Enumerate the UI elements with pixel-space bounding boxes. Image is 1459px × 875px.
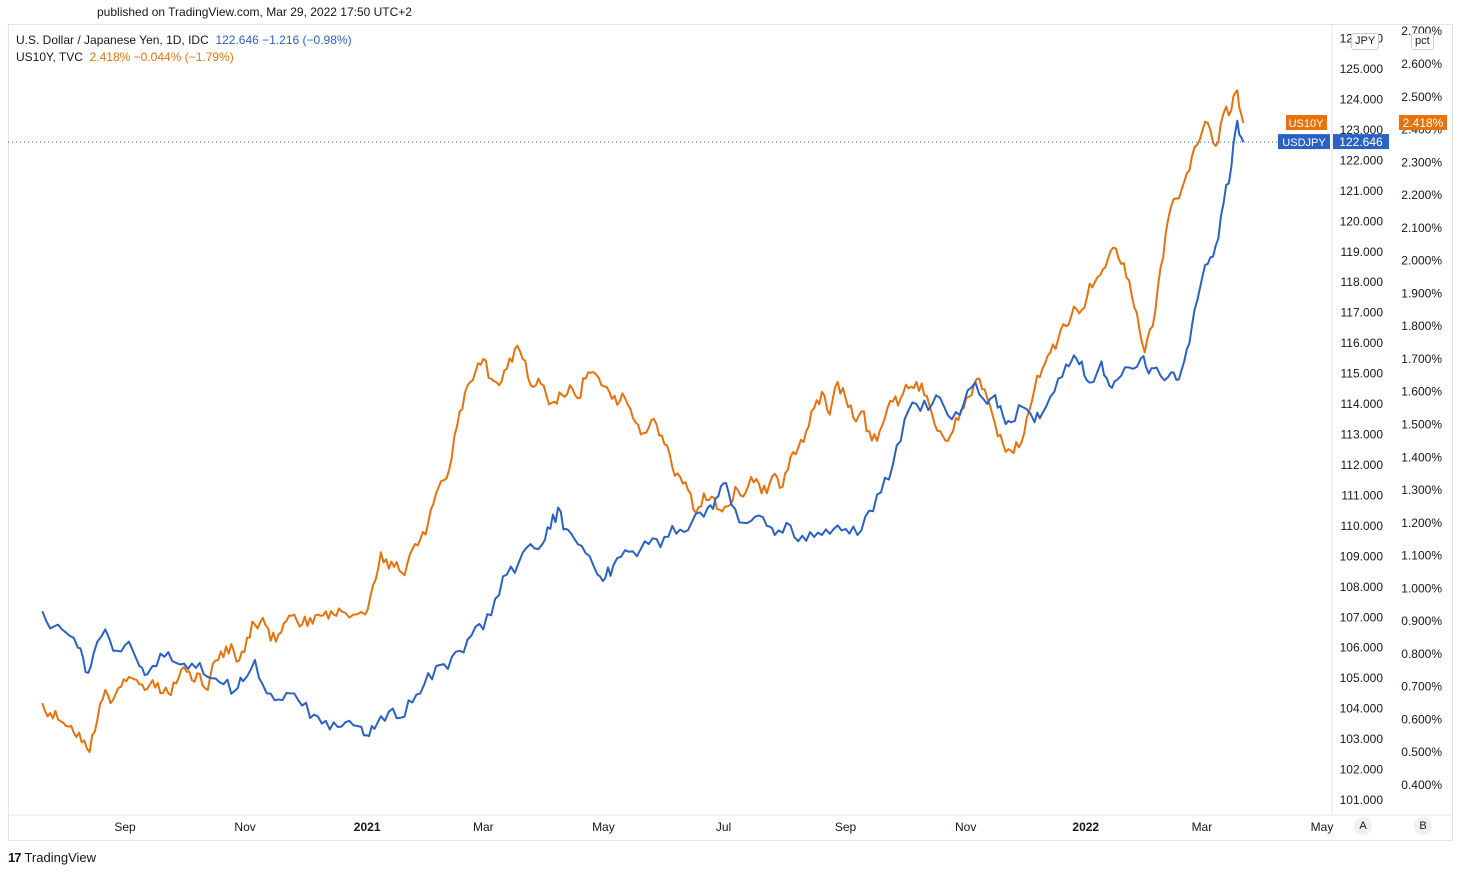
right-axis-tick-label: 1.600% xyxy=(1401,385,1442,399)
left-axis-tick-label: 111.000 xyxy=(1341,488,1383,502)
right-axis-tick-label: 2.100% xyxy=(1401,221,1442,235)
right-percent-axis: 0.400% 0.500% 0.600% 0.700% 0.800% 0.900% 1.00… xyxy=(1401,24,1442,792)
right-axis-tick-label: 2.600% xyxy=(1401,57,1442,71)
left-axis-tick-label: 103.000 xyxy=(1340,732,1384,746)
published-note: published on TradingView.com, Mar 29, 20… xyxy=(97,5,412,19)
left-axis-tick-label: 124.000 xyxy=(1340,92,1384,106)
right-axis-tick-label: 0.600% xyxy=(1401,712,1442,726)
right-axis-tick-label: 1.900% xyxy=(1401,286,1442,300)
us10y-name-tag: US10Y xyxy=(1289,118,1325,130)
time-axis-tick-label: Nov xyxy=(955,820,976,834)
right-axis-tick-label: 1.700% xyxy=(1401,352,1442,366)
auto-scale-button-b[interactable]: B xyxy=(1414,817,1432,835)
left-axis-tick-label: 114.000 xyxy=(1341,397,1384,411)
left-axis-tick-label: 119.000 xyxy=(1341,245,1384,259)
left-price-axis: 101.000 102.000 103.000 104.000 105.000 106.0… xyxy=(1340,32,1384,807)
right-axis-tick-label: 2.000% xyxy=(1401,254,1442,268)
right-axis-tick-label: 2.200% xyxy=(1401,188,1442,202)
time-axis: Sep Nov 2021 Mar May Jul Sep Nov 2022 Mar May xyxy=(114,820,1333,834)
usdjpy-series-line xyxy=(41,119,1245,737)
usdjpy-last-value-bg xyxy=(1333,134,1389,150)
right-axis-tick-label: 2.300% xyxy=(1401,155,1442,169)
time-axis-tick-label: 2021 xyxy=(354,820,381,834)
tradingview-brand: TradingView xyxy=(24,850,97,865)
left-axis-tick-label: 121.000 xyxy=(1340,184,1384,198)
time-axis-tick-label: 2022 xyxy=(1072,820,1099,834)
series-labels: US10Y USDJPY 122.646 2.418% xyxy=(1278,114,1447,150)
left-axis-tick-label: 104.000 xyxy=(1340,702,1384,716)
us10y-last-value: 2.418% xyxy=(1403,116,1444,130)
right-axis-tick-label: 1.800% xyxy=(1401,319,1442,333)
left-axis-tick-label: 107.000 xyxy=(1340,610,1384,624)
us10y-name-tag-bg xyxy=(1286,114,1327,130)
legend-us10y[interactable]: US10Y, TVC 2.418% −0.044% (−1.79%) xyxy=(16,50,234,64)
right-axis-tick-label: 0.500% xyxy=(1401,745,1442,759)
right-axis-tick-label: 0.700% xyxy=(1401,680,1442,694)
time-axis-tick-label: Sep xyxy=(114,820,136,834)
series-layer xyxy=(41,89,1245,754)
right-axis-tick-label: 2.500% xyxy=(1401,90,1442,104)
time-axis-tick-label: Sep xyxy=(835,820,857,834)
legend-usdjpy[interactable]: U.S. Dollar / Japanese Yen, 1D, IDC 122.… xyxy=(16,33,352,47)
left-axis-tick-label: 123.000 xyxy=(1340,123,1384,137)
right-axis-tick-label: 0.900% xyxy=(1401,614,1442,628)
left-axis-tick-label: 115.000 xyxy=(1341,367,1384,381)
left-axis-tick-label: 117.000 xyxy=(1341,306,1384,320)
left-axis-tick-label: 110.000 xyxy=(1341,519,1384,533)
tradingview-logo[interactable]: 17 TradingView xyxy=(8,850,96,865)
pct-scale-toggle[interactable]: pct xyxy=(1411,33,1434,50)
left-axis-tick-label: 105.000 xyxy=(1340,671,1384,685)
right-axis-tick-label: 1.400% xyxy=(1401,450,1442,464)
chart-frame xyxy=(8,24,1453,841)
legend-us10y-label: US10Y, TVC xyxy=(16,50,83,64)
left-axis-tick-label: 108.000 xyxy=(1340,580,1384,594)
right-axis-tick-label: 1.100% xyxy=(1401,549,1442,563)
time-axis-tick-label: Nov xyxy=(234,820,255,834)
legend-usdjpy-values: 122.646 −1.216 (−0.98%) xyxy=(215,33,352,47)
right-axis-tick-label: 1.500% xyxy=(1401,418,1442,432)
left-axis-tick-label: 113.000 xyxy=(1341,428,1384,442)
time-axis-tick-label: Mar xyxy=(473,820,494,834)
time-axis-tick-label: Jul xyxy=(716,820,731,834)
left-axis-tick-label: 102.000 xyxy=(1340,763,1384,777)
right-axis-tick-label: 1.300% xyxy=(1401,483,1442,497)
left-axis-tick-label: 118.000 xyxy=(1341,275,1384,289)
usdjpy-last-value: 122.646 xyxy=(1339,135,1383,149)
right-axis-tick-label: 0.800% xyxy=(1401,647,1442,661)
left-axis-tick-label: 120.000 xyxy=(1340,214,1384,228)
usdjpy-name-tag-bg xyxy=(1278,134,1330,150)
left-axis-tick-label: 122.000 xyxy=(1340,153,1384,167)
tradingview-logo-icon: 17 xyxy=(8,850,22,865)
left-axis-tick-label: 106.000 xyxy=(1340,641,1384,655)
left-axis-tick-label: 109.000 xyxy=(1340,549,1384,563)
left-axis-tick-label: 112.000 xyxy=(1341,458,1384,472)
right-axis-tick-label: 1.000% xyxy=(1401,581,1442,595)
left-axis-tick-label: 101.000 xyxy=(1340,793,1384,807)
time-axis-tick-label: Mar xyxy=(1192,820,1213,834)
us10y-series-line xyxy=(41,89,1245,754)
legend-usdjpy-label: U.S. Dollar / Japanese Yen, 1D, IDC xyxy=(16,33,209,47)
time-axis-tick-label: May xyxy=(1311,820,1334,834)
auto-scale-button-a[interactable]: A xyxy=(1354,817,1372,835)
usdjpy-name-tag: USDJPY xyxy=(1282,137,1326,149)
left-axis-tick-label: 125.000 xyxy=(1340,62,1384,76)
jpy-scale-toggle[interactable]: JPY xyxy=(1351,33,1380,50)
right-axis-tick-label: 1.200% xyxy=(1401,516,1442,530)
us10y-last-value-bg xyxy=(1399,114,1447,130)
time-axis-tick-label: May xyxy=(592,820,615,834)
left-axis-tick-label: 116.000 xyxy=(1341,336,1384,350)
right-axis-tick-label: 0.400% xyxy=(1401,778,1442,792)
legend-us10y-values: 2.418% −0.044% (−1.79%) xyxy=(89,50,234,64)
